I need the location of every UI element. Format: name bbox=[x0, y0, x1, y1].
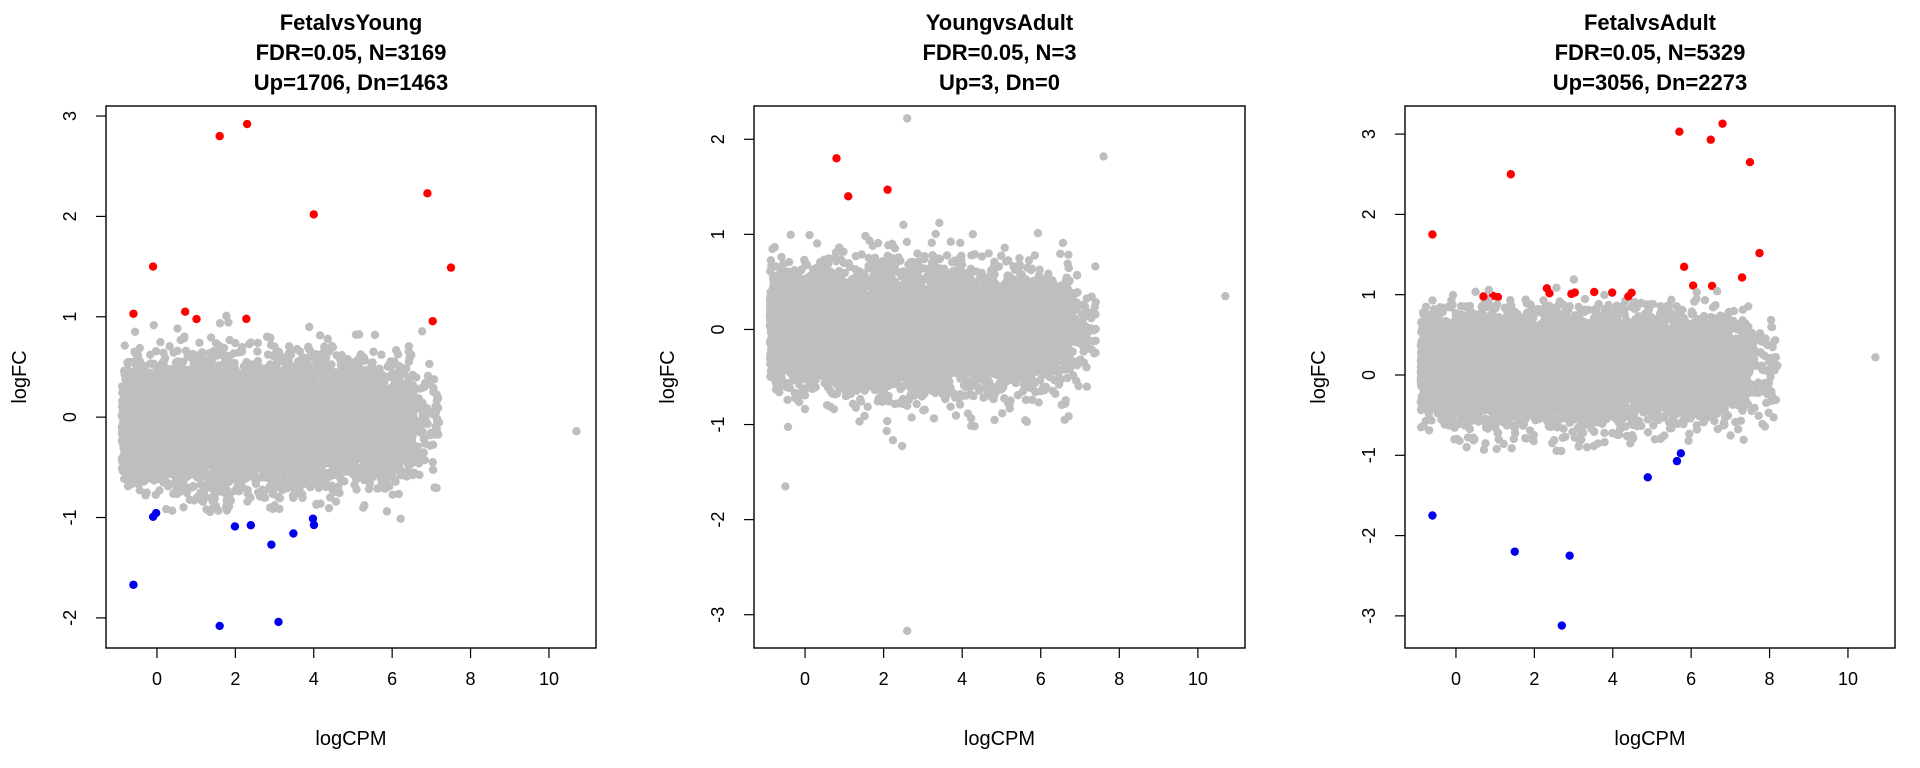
data-point bbox=[205, 348, 214, 358]
data-point bbox=[224, 318, 233, 327]
data-point bbox=[315, 331, 325, 340]
data-point bbox=[432, 390, 441, 399]
data-point bbox=[332, 351, 341, 360]
data-point bbox=[243, 485, 252, 495]
data-point bbox=[246, 521, 256, 530]
data-point bbox=[242, 357, 251, 367]
data-point bbox=[230, 522, 240, 531]
data-point bbox=[308, 514, 318, 523]
data-point bbox=[428, 316, 437, 326]
data-point bbox=[180, 307, 190, 316]
data-point bbox=[225, 335, 234, 345]
data-point bbox=[312, 500, 321, 509]
data-point bbox=[428, 440, 438, 449]
data-point bbox=[253, 338, 263, 348]
data-point bbox=[173, 324, 182, 333]
chart-panel-1: FetalvsYoung FDR=0.05, N=3169 Up=1706, Dn=… bbox=[9, 10, 597, 750]
chart-title-line-2: FDR=0.05, N=3169 bbox=[256, 40, 447, 65]
data-point bbox=[192, 314, 201, 324]
data-point bbox=[421, 378, 431, 388]
data-point bbox=[165, 342, 174, 351]
data-point bbox=[156, 338, 165, 347]
data-point bbox=[275, 493, 285, 503]
data-point bbox=[432, 483, 441, 493]
data-point bbox=[305, 322, 314, 332]
points-group bbox=[117, 119, 581, 631]
data-point bbox=[253, 347, 262, 356]
data-point bbox=[189, 482, 198, 491]
data-point bbox=[242, 314, 251, 324]
data-point bbox=[270, 500, 279, 510]
data-point bbox=[188, 349, 197, 359]
data-point bbox=[427, 428, 436, 438]
data-point bbox=[422, 405, 432, 415]
data-point bbox=[243, 497, 252, 506]
data-point bbox=[410, 468, 419, 477]
data-point bbox=[278, 482, 287, 491]
data-point bbox=[408, 370, 417, 380]
data-point bbox=[429, 375, 439, 384]
data-point bbox=[420, 439, 430, 448]
data-point bbox=[433, 416, 443, 426]
data-point bbox=[391, 346, 401, 355]
data-point bbox=[263, 350, 273, 359]
data-point bbox=[162, 504, 171, 514]
data-point bbox=[428, 458, 437, 467]
data-point bbox=[215, 342, 224, 351]
data-point bbox=[130, 327, 140, 336]
data-point bbox=[418, 398, 427, 407]
data-point bbox=[323, 334, 332, 344]
data-point bbox=[421, 416, 430, 425]
data-point bbox=[382, 507, 392, 516]
data-point bbox=[149, 320, 159, 330]
data-point bbox=[431, 402, 440, 411]
data-point bbox=[262, 332, 272, 342]
data-point bbox=[394, 489, 403, 499]
data-point bbox=[215, 319, 225, 328]
data-point bbox=[148, 512, 158, 522]
data-point bbox=[369, 347, 378, 356]
data-point bbox=[388, 490, 397, 499]
data-point bbox=[284, 342, 294, 351]
data-point bbox=[417, 327, 427, 336]
data-point bbox=[324, 503, 334, 513]
data-point bbox=[195, 338, 204, 347]
data-point bbox=[253, 356, 263, 366]
data-point bbox=[428, 465, 438, 474]
chart-title-line-1: FetalvsYoung bbox=[280, 10, 423, 35]
data-point bbox=[331, 497, 341, 506]
data-point bbox=[267, 540, 276, 549]
data-point bbox=[289, 529, 298, 538]
data-point bbox=[416, 426, 425, 436]
data-point bbox=[159, 348, 168, 358]
data-point bbox=[206, 333, 216, 342]
chart-title-line-3: Up=1706, Dn=1463 bbox=[254, 70, 448, 95]
data-point bbox=[425, 359, 434, 369]
